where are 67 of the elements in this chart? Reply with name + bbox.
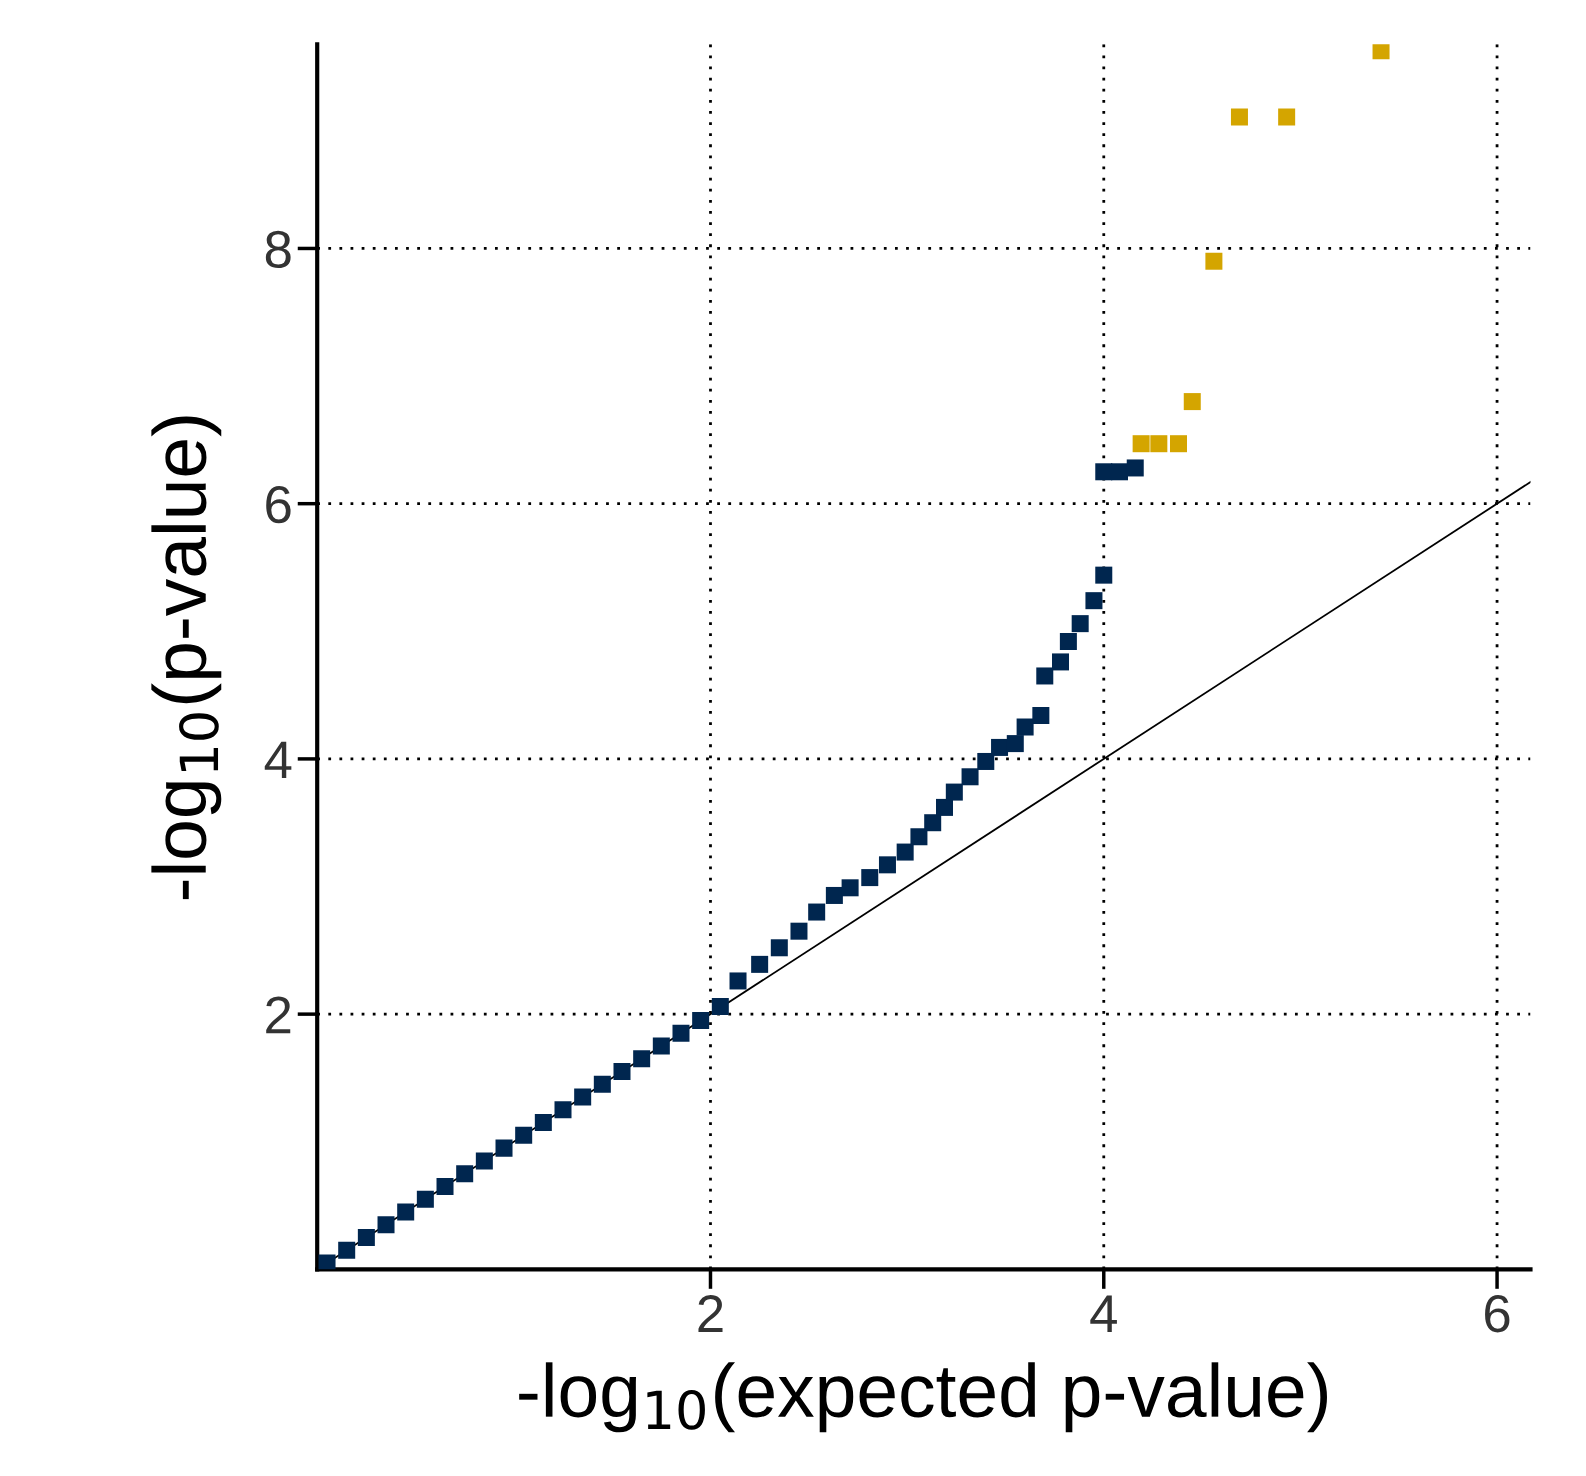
point xyxy=(1372,44,1390,60)
point xyxy=(1016,718,1034,736)
point xyxy=(593,1075,611,1093)
point xyxy=(1059,633,1077,651)
point xyxy=(924,814,942,832)
point xyxy=(878,856,896,874)
point xyxy=(770,939,788,957)
point xyxy=(554,1101,572,1119)
point xyxy=(808,903,826,921)
point xyxy=(652,1037,670,1055)
y-tick-label: 8 xyxy=(265,230,291,269)
point xyxy=(357,1228,375,1246)
x-axis-title: -log$_{10}$(expected p-value) xyxy=(519,1362,1327,1433)
point xyxy=(534,1114,552,1132)
point xyxy=(825,886,843,904)
point xyxy=(1230,108,1248,126)
point xyxy=(896,843,914,861)
point xyxy=(961,768,979,786)
point xyxy=(1150,435,1168,453)
point xyxy=(416,1190,434,1208)
point xyxy=(672,1024,690,1042)
point xyxy=(1183,393,1201,411)
point xyxy=(1278,108,1296,126)
point xyxy=(841,879,859,897)
y-tick-label: 6 xyxy=(266,485,291,524)
point xyxy=(991,738,1009,756)
x-tick-label: 2 xyxy=(698,1295,723,1332)
point xyxy=(338,1241,356,1259)
point xyxy=(861,869,879,887)
point xyxy=(1126,459,1144,477)
point xyxy=(456,1165,474,1183)
x-tick-label: 4 xyxy=(1090,1295,1117,1332)
point xyxy=(1085,592,1103,610)
point xyxy=(1006,735,1024,753)
point xyxy=(692,1012,710,1030)
point xyxy=(751,955,769,973)
point xyxy=(945,783,963,801)
point xyxy=(1095,566,1113,584)
point xyxy=(1205,252,1223,270)
point xyxy=(1032,707,1050,725)
point xyxy=(910,828,928,846)
point xyxy=(790,922,808,940)
point xyxy=(729,972,747,990)
x-tick-label: 6 xyxy=(1485,1295,1510,1333)
point xyxy=(711,997,729,1015)
point xyxy=(633,1050,651,1068)
point xyxy=(935,798,953,816)
point xyxy=(1111,463,1129,481)
point xyxy=(1132,435,1150,453)
y-tick-label: 2 xyxy=(266,996,291,1034)
point xyxy=(495,1139,513,1157)
point xyxy=(574,1088,592,1106)
point xyxy=(397,1203,415,1221)
point xyxy=(515,1126,533,1144)
point xyxy=(436,1177,454,1195)
point xyxy=(1071,615,1089,633)
point xyxy=(1095,463,1113,481)
point xyxy=(1052,653,1070,671)
point xyxy=(977,752,995,770)
y-axis-title: -log$_{10}$(p-value) xyxy=(151,416,222,900)
point xyxy=(1036,667,1054,685)
y-tick-label: 4 xyxy=(264,741,292,779)
point xyxy=(613,1063,631,1081)
point xyxy=(318,1254,336,1270)
point xyxy=(475,1152,493,1170)
point xyxy=(1169,435,1187,453)
point xyxy=(377,1216,395,1234)
